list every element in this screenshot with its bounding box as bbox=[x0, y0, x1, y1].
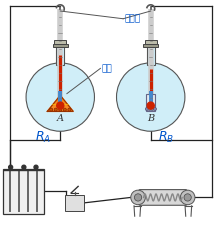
Circle shape bbox=[22, 165, 26, 169]
FancyBboxPatch shape bbox=[147, 45, 155, 65]
Circle shape bbox=[57, 102, 64, 109]
Text: $R_B$: $R_B$ bbox=[158, 130, 174, 145]
Circle shape bbox=[151, 108, 154, 110]
Text: 温度计: 温度计 bbox=[124, 14, 140, 23]
FancyBboxPatch shape bbox=[3, 169, 44, 214]
Circle shape bbox=[184, 194, 191, 201]
Circle shape bbox=[131, 190, 145, 205]
FancyBboxPatch shape bbox=[145, 40, 157, 44]
Text: A: A bbox=[57, 114, 64, 123]
FancyBboxPatch shape bbox=[146, 94, 155, 111]
Text: B: B bbox=[147, 114, 154, 123]
Circle shape bbox=[134, 194, 142, 201]
Circle shape bbox=[153, 108, 157, 110]
Circle shape bbox=[26, 63, 94, 131]
Circle shape bbox=[34, 165, 38, 169]
Text: 煤油: 煤油 bbox=[101, 64, 112, 73]
Circle shape bbox=[54, 108, 57, 111]
Circle shape bbox=[50, 108, 53, 111]
FancyBboxPatch shape bbox=[54, 40, 66, 44]
FancyBboxPatch shape bbox=[139, 190, 187, 205]
FancyBboxPatch shape bbox=[65, 195, 84, 211]
FancyBboxPatch shape bbox=[53, 44, 68, 47]
FancyBboxPatch shape bbox=[143, 44, 158, 47]
Polygon shape bbox=[47, 95, 73, 111]
Circle shape bbox=[145, 108, 149, 110]
Circle shape bbox=[148, 108, 151, 110]
Circle shape bbox=[59, 108, 62, 111]
Circle shape bbox=[117, 63, 185, 131]
Text: $R_A$: $R_A$ bbox=[35, 130, 51, 145]
Circle shape bbox=[147, 102, 154, 109]
Circle shape bbox=[63, 108, 66, 111]
Circle shape bbox=[180, 190, 195, 205]
FancyBboxPatch shape bbox=[56, 45, 64, 65]
Circle shape bbox=[68, 108, 71, 111]
Circle shape bbox=[9, 165, 13, 169]
